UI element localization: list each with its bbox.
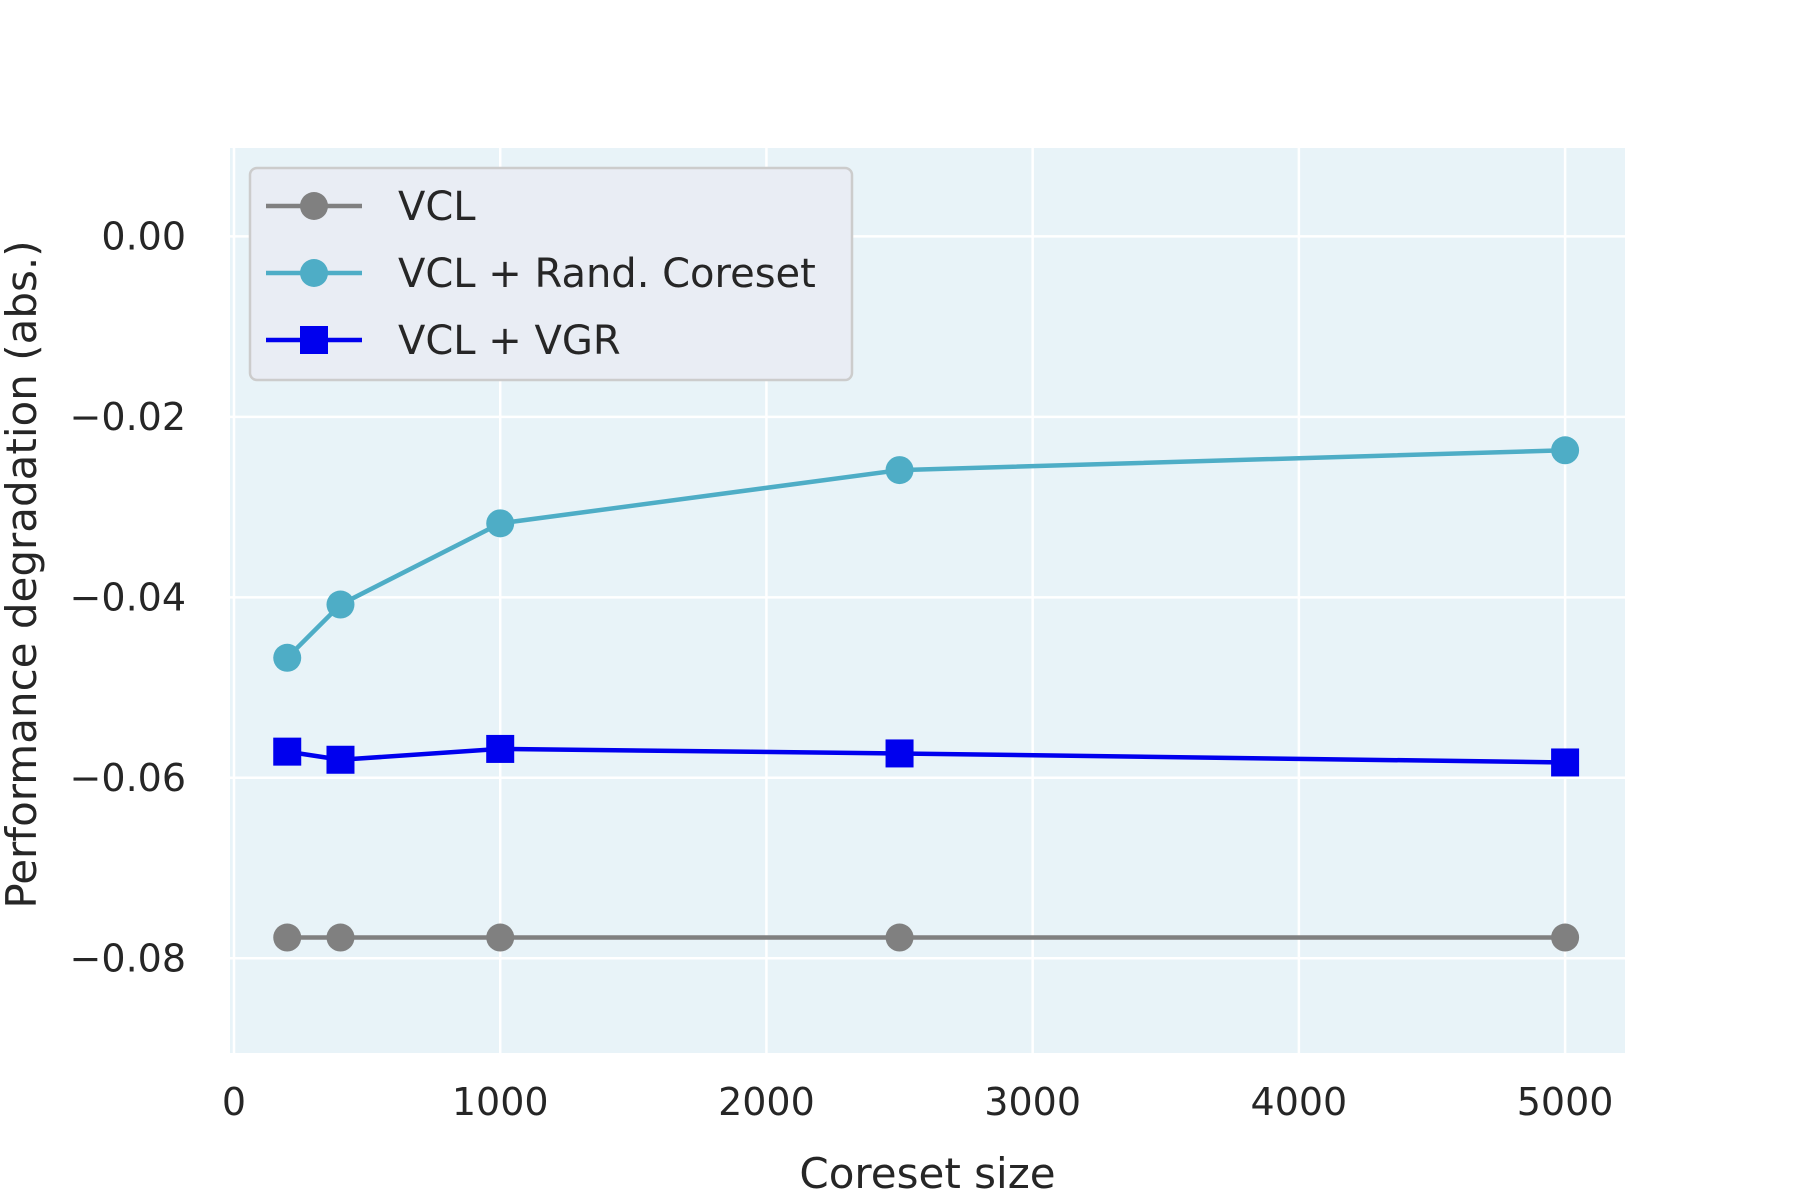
data-point	[273, 737, 302, 766]
legend-item: VCL + Rand. Coreset	[266, 251, 816, 297]
data-point	[326, 745, 355, 774]
data-point	[273, 923, 302, 952]
series-2	[273, 734, 1580, 777]
y-tick-label: −0.02	[70, 395, 186, 439]
x-tick-label: 5000	[1517, 1080, 1614, 1124]
x-tick-label: 1000	[452, 1080, 549, 1124]
data-point	[1551, 923, 1580, 952]
y-axis-label: Performance degradation (abs.)	[0, 240, 46, 908]
x-tick-label: 3000	[984, 1080, 1081, 1124]
y-tick-label: −0.06	[70, 756, 186, 800]
data-point	[486, 509, 515, 538]
data-point	[885, 456, 914, 485]
legend-marker	[300, 192, 328, 220]
x-axis-label: Coreset size	[799, 1149, 1055, 1198]
legend-label: VCL + Rand. Coreset	[398, 251, 816, 297]
y-tick-label: −0.04	[70, 575, 186, 619]
legend-marker	[300, 326, 328, 354]
y-tick-label: −0.08	[70, 936, 186, 980]
data-point	[1551, 436, 1580, 465]
data-point	[885, 923, 914, 952]
data-point	[1551, 748, 1580, 777]
legend-item: VCL	[266, 184, 476, 230]
legend-label: VCL + VGR	[398, 318, 621, 364]
data-point	[326, 590, 355, 619]
legend-marker	[300, 259, 328, 287]
series-layer	[273, 436, 1580, 952]
legend-label: VCL	[398, 184, 476, 230]
x-tick-label: 2000	[718, 1080, 815, 1124]
x-tick-label: 0	[222, 1080, 246, 1124]
series-1	[273, 436, 1580, 672]
data-point	[486, 923, 515, 952]
data-point	[885, 739, 914, 768]
legend: VCL VCL + Rand. Coreset VCL + VGR	[248, 166, 854, 382]
data-point	[326, 923, 355, 952]
y-axis-ticks: 0.00 −0.02 −0.04 −0.06 −0.08	[70, 214, 186, 980]
data-point	[273, 643, 302, 672]
series-0	[273, 923, 1580, 952]
y-tick-label: 0.00	[101, 214, 186, 258]
data-point	[486, 734, 515, 763]
legend-box	[248, 166, 854, 382]
x-tick-label: 4000	[1251, 1080, 1348, 1124]
legend-item: VCL + VGR	[266, 318, 621, 364]
x-axis-ticks: 0 1000 2000 3000 4000 5000	[222, 1080, 1614, 1124]
